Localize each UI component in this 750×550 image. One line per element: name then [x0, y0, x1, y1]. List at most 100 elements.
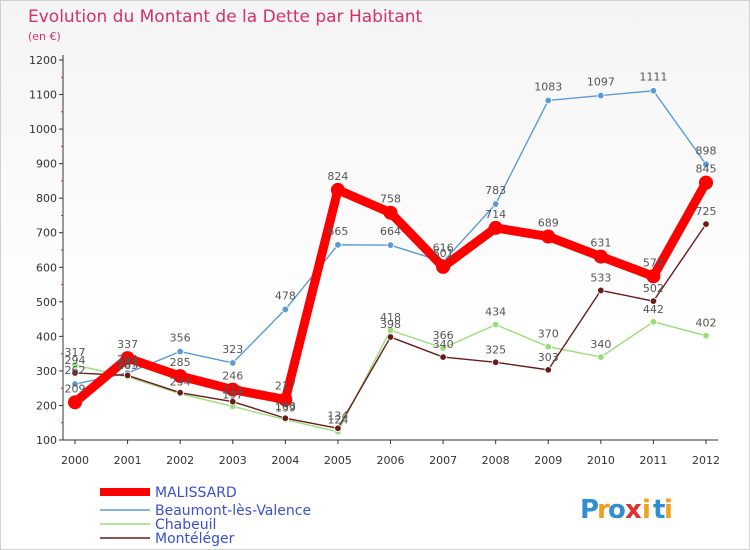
- data-point: [649, 87, 658, 95]
- data-point: [491, 358, 500, 366]
- y-tick-label: 200: [36, 399, 57, 412]
- data-point: [71, 369, 79, 377]
- data-label: 398: [380, 318, 401, 331]
- data-label: 664: [380, 225, 401, 238]
- data-point: [597, 91, 605, 100]
- data-label: 689: [538, 217, 559, 230]
- data-point: [176, 388, 184, 397]
- data-label: 502: [643, 282, 664, 295]
- data-label: 714: [485, 208, 506, 221]
- y-tick-label: 600: [36, 261, 57, 274]
- data-label: 340: [590, 338, 611, 351]
- data-label: 234: [170, 376, 191, 389]
- data-label: 402: [696, 317, 717, 330]
- data-label: 434: [485, 306, 506, 319]
- data-point: [68, 395, 82, 410]
- data-label: 533: [590, 271, 611, 284]
- y-tick-label: 500: [36, 296, 57, 309]
- data-label: 616: [433, 242, 454, 255]
- data-label: 340: [433, 338, 454, 351]
- data-label: 478: [275, 289, 296, 302]
- data-label: 370: [538, 328, 559, 341]
- data-point: [649, 318, 658, 326]
- data-label: 303: [538, 351, 559, 364]
- data-label: 211: [222, 384, 243, 397]
- legend-label: Chabeuil: [155, 517, 216, 533]
- data-label: 758: [380, 193, 401, 206]
- x-tick-label: 2007: [429, 454, 457, 467]
- data-point: [229, 397, 237, 406]
- y-tick-label: 300: [36, 365, 57, 378]
- logo-letter: P: [580, 495, 599, 525]
- logo-letter: i: [664, 495, 673, 525]
- data-point: [225, 382, 240, 397]
- data-point: [281, 414, 290, 422]
- data-label: 725: [696, 205, 717, 218]
- data-label: 1083: [534, 80, 562, 93]
- proxiti-logo: Pro x i ti: [580, 495, 673, 525]
- data-point: [702, 220, 710, 228]
- y-tick-label: 400: [36, 330, 57, 343]
- data-label: 285: [170, 356, 191, 369]
- data-label: 898: [696, 144, 717, 157]
- x-tick-label: 2012: [692, 454, 720, 467]
- data-point: [702, 331, 710, 340]
- data-label: 783: [485, 184, 506, 197]
- data-point: [544, 366, 552, 374]
- data-label: 323: [222, 343, 243, 356]
- data-label: 1097: [587, 76, 615, 89]
- data-point: [71, 361, 79, 369]
- x-tick-label: 2004: [271, 454, 299, 467]
- logo-letter: o: [608, 495, 626, 525]
- y-tick-label: 1200: [29, 54, 57, 67]
- x-tick-label: 2000: [61, 454, 89, 467]
- axes: 100 200 300 400 500 600 700 800 900 1000 1100 1200 2…: [29, 54, 720, 467]
- data-point: [699, 175, 713, 190]
- data-point: [646, 269, 661, 284]
- x-tick-label: 2005: [324, 454, 352, 467]
- x-tick-label: 2010: [587, 454, 615, 467]
- data-point: [173, 369, 188, 384]
- data-label: 163: [275, 400, 296, 413]
- data-labels: 209 337 285 246 217 824 758 601 714 689 631 574 845 2…: [65, 71, 717, 427]
- data-point: [544, 96, 552, 105]
- logo-letter: i: [642, 495, 651, 525]
- data-point: [123, 371, 132, 380]
- x-tick-label: 2009: [534, 454, 562, 467]
- data-label: 601: [433, 247, 454, 260]
- data-point: [278, 392, 293, 407]
- data-label: 246: [222, 370, 243, 383]
- x-tick-label: 2002: [166, 454, 194, 467]
- x-tick-label: 2003: [219, 454, 247, 467]
- data-point: [386, 333, 395, 341]
- data-point: [491, 200, 500, 208]
- data-label: 442: [643, 303, 664, 316]
- data-label: 287: [117, 357, 138, 370]
- legend-label: Beaumont-lès-Valence: [155, 503, 311, 519]
- data-point: [330, 182, 345, 197]
- data-label: 217: [275, 380, 296, 393]
- data-label: 317: [65, 346, 86, 359]
- legend: MALISSARD Beaumont-lès-ValenceChabeuilMon…: [100, 485, 311, 547]
- data-label: 134: [327, 409, 348, 422]
- data-label: 631: [590, 237, 611, 250]
- data-label: 665: [327, 225, 348, 238]
- data-label: 294: [65, 354, 86, 367]
- data-label: 294: [117, 353, 138, 366]
- data-label: 574: [643, 256, 664, 269]
- y-tick-label: 1000: [29, 123, 57, 136]
- data-label: 325: [485, 343, 506, 356]
- data-label: 262: [65, 364, 86, 377]
- data-label: 283: [117, 359, 138, 372]
- data-point: [597, 286, 605, 295]
- data-label: 197: [222, 388, 243, 401]
- x-tick-label: 2006: [377, 454, 405, 467]
- data-point: [176, 347, 184, 356]
- data-point: [334, 424, 342, 432]
- data-point: [229, 359, 237, 367]
- legend-label: Montéléger: [155, 531, 235, 547]
- data-label: 1111: [639, 71, 667, 84]
- logo-letter: x: [625, 495, 642, 525]
- data-label: 356: [170, 332, 191, 345]
- x-tick-label: 2008: [482, 454, 510, 467]
